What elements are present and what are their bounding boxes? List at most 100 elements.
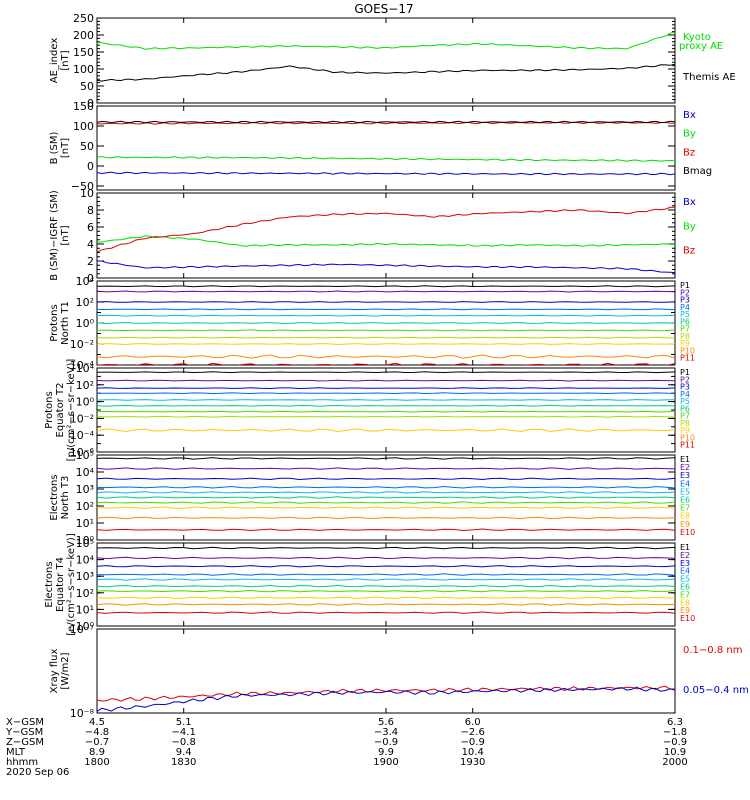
legend-entry: P1 — [680, 368, 690, 377]
legend-entry: Bmag — [683, 166, 712, 177]
x-row-value: 1900 — [373, 757, 398, 768]
y-tick-label: 100 — [73, 63, 94, 76]
y-axis-label: [e/(cm²−s−sr−keV)] — [66, 533, 77, 636]
legend-entry: E6 — [680, 583, 690, 592]
channel-line-p2 — [97, 290, 675, 293]
series-group — [97, 371, 675, 433]
legend-entry: E2 — [680, 463, 690, 472]
channel-line-p5 — [97, 314, 675, 317]
legend-entry: E10 — [680, 528, 695, 537]
y-tick-label: 10¹ — [76, 603, 94, 616]
x-axis-annotation: X−GSM 4.5 5.1 5.6 6.0 6.3 Y−GSM −4.8 −4.1 −3.4 −2.… — [5, 717, 688, 778]
channel-line-p7 — [97, 329, 675, 332]
channel-line-p4 — [97, 392, 675, 395]
series-line-0-05-0-4-nm — [97, 686, 675, 712]
legend-entry: E3 — [680, 471, 690, 480]
channel-line-e8 — [97, 596, 675, 600]
series-line-by — [97, 156, 675, 162]
channel-line-p11 — [97, 362, 675, 365]
y-tick-label: 0 — [87, 160, 94, 173]
channel-line-e7 — [97, 589, 675, 593]
channel-line-e10 — [97, 528, 675, 532]
legend-entry: P10 — [680, 433, 695, 442]
panel-2: −50 0 50 100 150 B (SM) [nT] Bx By Bz Bmag — [49, 100, 712, 193]
x-row-label: X−GSM — [6, 717, 44, 728]
legend-entry: Bx — [683, 197, 696, 208]
channel-line-p3 — [97, 301, 675, 303]
y-tick-label: 150 — [73, 46, 94, 59]
y-tick-label: 10⁰ — [76, 534, 95, 547]
series-group — [97, 285, 675, 365]
channel-line-e1 — [97, 457, 675, 460]
y-tick-label: 10² — [76, 296, 94, 309]
y-axis-label: [nT] — [60, 225, 71, 245]
channel-line-p8 — [97, 336, 675, 339]
series-group — [97, 546, 675, 614]
legend-entry: P11 — [680, 354, 695, 363]
legend-entry: P10 — [680, 346, 695, 355]
y-tick-label: 10⁰ — [76, 620, 95, 633]
y-tick-label: 10² — [76, 500, 94, 513]
channel-line-e10 — [97, 611, 675, 614]
legend-entry: By — [683, 129, 696, 140]
y-tick-label: 10⁴ — [76, 362, 95, 375]
y-axis-label: Equator T2 — [55, 383, 66, 438]
series-line-themis-ae — [97, 63, 675, 82]
y-tick-label: 10⁴ — [76, 466, 95, 479]
y-tick-label: 10⁻⁸ — [70, 707, 95, 720]
series-line-0-1-0-8-nm — [97, 685, 675, 702]
y-axis-label: AE_index — [49, 38, 60, 84]
x-row-value: 6.0 — [465, 717, 481, 728]
legend-entry: E9 — [680, 606, 690, 615]
panel-frame — [96, 628, 676, 714]
y-tick-label: 6 — [87, 221, 94, 234]
legend-entry: E4 — [680, 479, 690, 488]
y-axis-label: Equator T4 — [55, 557, 66, 612]
legend-entry: E1 — [680, 543, 690, 552]
legend-entry: P2 — [680, 288, 690, 297]
y-tick-label: 10³ — [76, 483, 94, 496]
panel-4: 10⁻⁴ 10⁻² 10⁰ 10² 10⁴ Protons North T1 P1P2P3P4… — [49, 275, 695, 372]
legend-entry: E5 — [680, 487, 690, 496]
panel-3: 0 2 4 6 8 10 B (SM)−IGRF (SM) [nT] Bx By Bz — [49, 187, 696, 285]
legend-entry: E7 — [680, 504, 690, 513]
legend-entry: P5 — [680, 310, 690, 319]
series-group — [97, 206, 675, 274]
channel-line-p6 — [97, 404, 675, 407]
y-tick-label: −50 — [71, 180, 94, 193]
legend-entry: P3 — [680, 296, 690, 305]
panel-frame — [96, 17, 676, 104]
channel-line-p8 — [97, 415, 675, 418]
y-axis-label: B (SM)−IGRF (SM) — [49, 190, 60, 281]
y-axis-label: B (SM) — [49, 131, 60, 164]
legend-entry: P9 — [680, 339, 690, 348]
x-row-value: 9.4 — [176, 747, 192, 758]
x-row-value: −0.9 — [663, 737, 687, 748]
legend-entry: E5 — [680, 575, 690, 584]
y-axis-label: Xray flux — [49, 649, 60, 694]
y-tick-label: 10⁵ — [76, 449, 94, 462]
x-row-value: 2000 — [662, 757, 687, 768]
panel-frame — [96, 105, 676, 191]
x-row-value: 8.9 — [89, 747, 105, 758]
x-row-value: −1.8 — [663, 727, 687, 738]
legend-entry: Themis AE — [682, 72, 736, 83]
channel-line-e2 — [97, 556, 675, 560]
x-row-value: −0.8 — [172, 737, 196, 748]
y-tick-label: 10⁻⁴ — [70, 429, 95, 442]
y-tick-label: 0 — [87, 97, 94, 110]
panel-8: 10⁻⁸ 10⁻⁷ Xray flux [W/m2] 0.1−0.8 nm 0.05−0.… — [49, 623, 749, 720]
legend-entry: E3 — [680, 559, 690, 568]
x-row-value: 1800 — [84, 757, 109, 768]
x-row-value: 9.9 — [378, 747, 394, 758]
channel-line-e6 — [97, 496, 675, 499]
channel-line-e4 — [97, 485, 675, 489]
channel-line-e1 — [97, 546, 675, 550]
channel-line-p4 — [97, 308, 675, 311]
legend-entry: P7 — [680, 412, 690, 421]
y-tick-label: 10⁻² — [70, 338, 94, 351]
channel-line-e9 — [97, 516, 675, 520]
legend-entry: E9 — [680, 520, 690, 529]
legend-entry: P1 — [680, 281, 690, 290]
